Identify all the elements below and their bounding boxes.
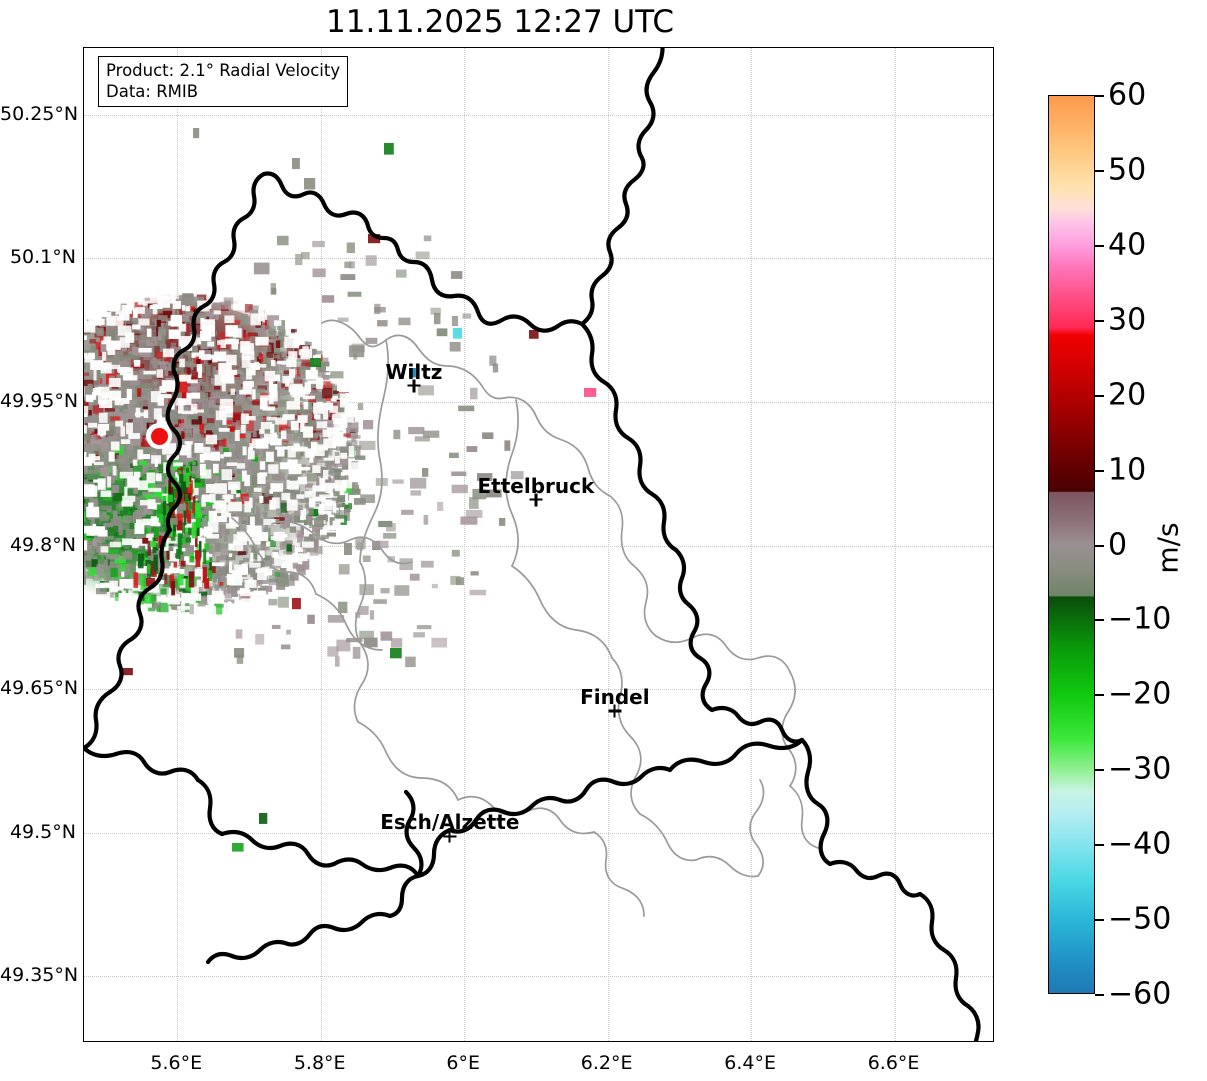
gridline-horizontal	[84, 832, 993, 834]
y-axis-tick-5: 49.5°N	[9, 820, 76, 843]
x-axis-tick-0: 5.6°E	[150, 1052, 203, 1074]
x-axis-tick-2: 6°E	[446, 1052, 480, 1074]
page-title: 11.11.2025 12:27 UTC	[326, 4, 674, 40]
colorbar-tick-mark-3	[1095, 319, 1104, 322]
national-borders	[84, 48, 981, 1041]
gridline-horizontal	[84, 258, 993, 260]
colorbar-tick-label-1: 50	[1108, 152, 1147, 188]
colorbar-tick-mark-11	[1095, 919, 1104, 922]
colorbar-tick-label-7: −10	[1108, 601, 1172, 637]
colorbar-tick-mark-10	[1095, 844, 1104, 847]
colorbar-tick-label-6: 0	[1108, 527, 1128, 562]
gridline-horizontal	[84, 401, 993, 403]
radar-map-plot[interactable]: Wiltz Ettelbruck Findel Esch/Alzette Produc…	[83, 47, 994, 1042]
gridline-horizontal	[84, 545, 993, 547]
city-marker-findel	[608, 704, 622, 718]
colorbar-tick-mark-4	[1095, 394, 1104, 397]
colorbar-tick-mark-12	[1095, 994, 1104, 996]
colorbar-tick-label-11: −50	[1108, 901, 1172, 937]
info-product-line: Product: 2.1° Radial Velocity	[106, 61, 341, 80]
colorbar-tick-label-2: 40	[1108, 227, 1147, 263]
colorbar[interactable]: 60 50 40 30 20 10 0 −10 −20 −30 −40 −50 −60	[1048, 78, 1171, 1012]
colorbar-tick-label-10: −40	[1108, 826, 1172, 862]
colorbar-tick-label-3: 30	[1108, 302, 1147, 338]
radar-site-marker[interactable]	[146, 423, 173, 450]
colorbar-unit-label: m/s	[1151, 522, 1185, 574]
colorbar-tick-label-5: 10	[1108, 452, 1147, 488]
y-axis-tick-6: 49.35°N	[0, 964, 79, 987]
info-box: Product: 2.1° Radial Velocity Data: RMIB	[98, 56, 349, 108]
colorbar-tick-mark-6	[1095, 544, 1104, 547]
gridline-horizontal	[84, 114, 993, 116]
y-axis-tick-3: 49.8°N	[9, 533, 76, 556]
x-axis-tick-5: 6.6°E	[867, 1052, 920, 1074]
x-axis-tick-4: 6.4°E	[724, 1052, 776, 1074]
x-axis-tick-1: 5.8°E	[293, 1052, 346, 1074]
y-axis-tick-0: 50.25°N	[0, 102, 79, 125]
city-marker-esch-alzette	[443, 829, 457, 843]
city-marker-wiltz	[407, 379, 421, 393]
gridline-horizontal	[84, 689, 993, 690]
colorbar-tick-mark-9	[1095, 769, 1104, 772]
colorbar-tick-label-9: −30	[1108, 751, 1172, 787]
colorbar-tick-mark-1	[1095, 169, 1104, 172]
colorbar-tick-mark-0	[1095, 95, 1104, 97]
colorbar-gradient	[1048, 95, 1095, 994]
gridline-vertical	[894, 48, 896, 1041]
x-axis-tick-3: 6.2°E	[580, 1052, 633, 1074]
colorbar-tick-mark-2	[1095, 244, 1104, 247]
gridline-vertical	[607, 48, 609, 1041]
colorbar-tick-label-0: 60	[1108, 77, 1147, 113]
gridline-vertical	[464, 48, 466, 1041]
gridline-vertical	[751, 48, 753, 1041]
colorbar-tick-mark-8	[1095, 694, 1104, 697]
gridline-horizontal	[84, 976, 993, 978]
gridline-vertical	[320, 48, 322, 1041]
colorbar-tick-label-4: 20	[1108, 377, 1147, 413]
colorbar-tick-mark-7	[1095, 619, 1104, 622]
y-axis-tick-1: 50.1°N	[9, 246, 76, 269]
info-data-line: Data: RMIB	[106, 82, 199, 102]
colorbar-tick-label-8: −20	[1108, 676, 1172, 712]
y-axis-tick-2: 49.95°N	[0, 389, 79, 412]
colorbar-tick-mark-5	[1095, 469, 1104, 472]
y-axis-tick-4: 49.65°N	[0, 677, 79, 699]
map-canvas: Wiltz Ettelbruck Findel Esch/Alzette Produc…	[84, 48, 993, 1041]
colorbar-tick-label-12: −60	[1108, 976, 1172, 1012]
radar-echo-layer	[84, 128, 597, 852]
city-marker-ettelbruck	[529, 493, 543, 507]
